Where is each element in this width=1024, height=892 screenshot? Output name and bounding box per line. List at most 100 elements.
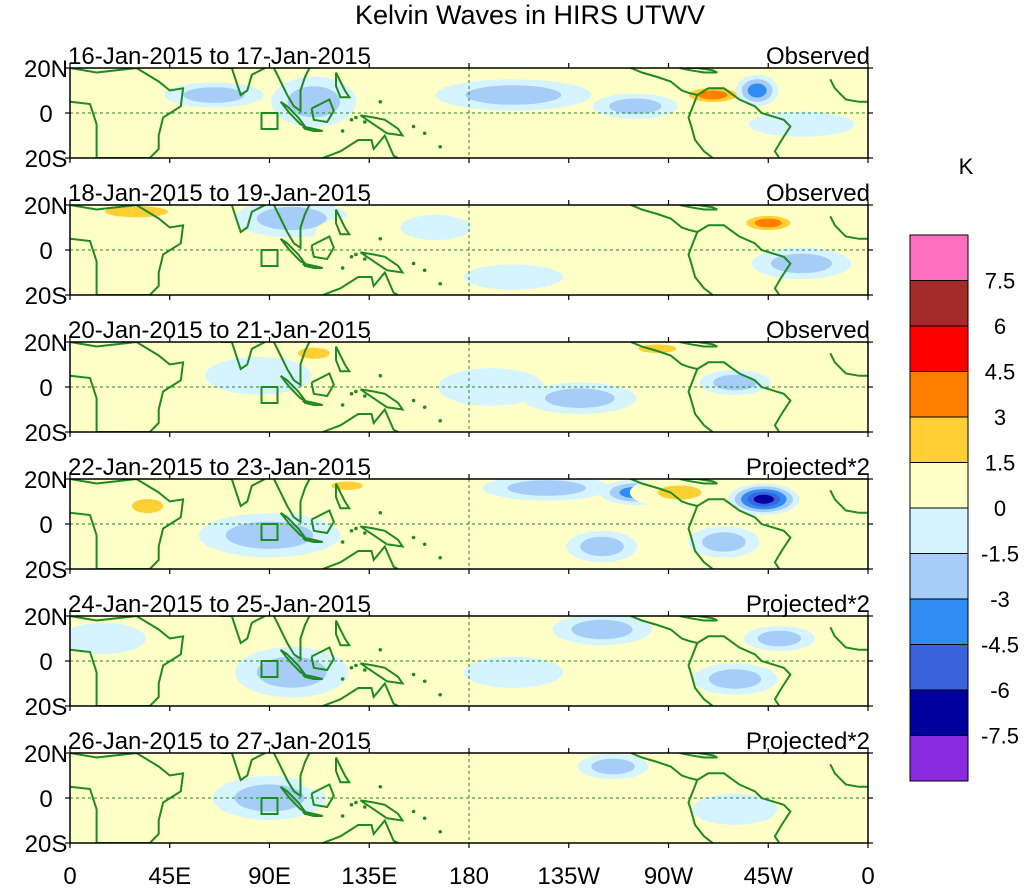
- island-marker-5: [378, 236, 383, 241]
- south-america-west-outline: [687, 505, 714, 569]
- lon-tick-label-7: 90W: [644, 863, 694, 887]
- caribbean-islands-outline: [679, 753, 718, 759]
- lat-label-0: 0: [39, 375, 52, 402]
- lat-label-20n: 20N: [24, 56, 68, 83]
- island-marker-5: [378, 510, 383, 515]
- new-guinea-outline: [359, 388, 405, 411]
- island-marker-4: [363, 120, 367, 124]
- java-outline: [302, 399, 323, 406]
- west-africa-coast-outline: [829, 763, 868, 788]
- island-marker-8: [438, 692, 442, 697]
- caribbean-islands-outline: [679, 479, 718, 485]
- panel-2: 20N 0 20S 18-Jan-2015 to 19-Jan-2015 Observe…: [24, 180, 873, 310]
- lon-tick-label-4: 135E: [341, 863, 397, 887]
- lon-tick-label-9: 0: [861, 863, 874, 887]
- lat-label-0: 0: [39, 786, 52, 813]
- new-guinea-outline: [359, 251, 405, 274]
- anomaly-contour-1-2: [183, 87, 245, 103]
- caribbean-islands-outline: [679, 616, 718, 622]
- island-marker-4: [363, 668, 367, 672]
- anomaly-contour-7-2: [664, 630, 717, 647]
- africa-coast-outline: [70, 68, 185, 158]
- panel-date-range: 22-Jan-2015 to 23-Jan-2015: [68, 454, 371, 481]
- colorbar-level-label: 1.5: [985, 451, 1016, 476]
- southeast-asia-coast-outline: [273, 205, 311, 250]
- island-marker-1: [340, 677, 345, 681]
- panel-5: 20N 0 20S 24-Jan-2015 to 25-Jan-2015 Project…: [24, 591, 873, 721]
- philippines-outline: [335, 72, 352, 99]
- anomaly-contour-5-2: [591, 758, 635, 775]
- lat-label-20s: 20S: [25, 831, 68, 858]
- colorbar-level-label: 4.5: [985, 360, 1016, 385]
- anomaly-contour-6-2: [571, 619, 633, 640]
- island-marker-1: [340, 129, 345, 133]
- island-marker-3: [354, 389, 358, 394]
- philippines-outline: [335, 346, 352, 373]
- island-marker-8: [438, 829, 442, 834]
- island-marker-3: [354, 526, 358, 531]
- anomaly-contour-8-3: [657, 485, 702, 500]
- anomaly-contour-7-1: [692, 793, 778, 825]
- central-america-coast-outline: [630, 68, 698, 96]
- new-guinea-outline: [359, 662, 405, 685]
- island-marker-7: [422, 131, 427, 136]
- anomaly-contour-6-2: [507, 480, 586, 496]
- lat-label-20n: 20N: [24, 193, 68, 220]
- island-marker-2: [349, 665, 354, 670]
- australia-coast-outline: [322, 270, 399, 295]
- island-marker-7: [422, 268, 427, 273]
- colorbar-level-label: 0: [994, 496, 1006, 521]
- india-coast-outline: [220, 616, 266, 645]
- island-marker-2: [349, 117, 354, 122]
- west-africa-coast-outline: [829, 78, 868, 103]
- lon-tick-label-8: 45W: [744, 863, 794, 887]
- island-marker-3: [354, 663, 358, 668]
- southeast-asia-coast-outline: [273, 616, 311, 661]
- anomaly-contour-7-2: [544, 388, 615, 408]
- anomaly-contour-2-2: [143, 547, 196, 564]
- island-marker-8: [438, 555, 442, 560]
- island-marker-8: [438, 281, 442, 286]
- anomaly-contour-9-2: [708, 669, 762, 689]
- panel-map: [70, 205, 868, 295]
- colorbar-swatch-5: [909, 416, 969, 463]
- australia-coast-outline: [322, 818, 399, 843]
- anomaly-contour-3-2: [225, 521, 314, 549]
- island-marker-2: [349, 254, 354, 259]
- lat-label-20n: 20N: [24, 467, 68, 494]
- borneo-outline: [310, 372, 335, 398]
- west-africa-coast-outline: [829, 489, 868, 514]
- island-marker-5: [378, 373, 383, 378]
- anomaly-contour-7-2: [595, 255, 631, 268]
- philippines-outline: [335, 620, 352, 647]
- island-marker-7: [422, 816, 427, 821]
- india-coast-outline: [220, 205, 266, 234]
- colorbar-units-label: K: [959, 154, 974, 179]
- panel-map: [70, 342, 868, 432]
- caribbean-islands-outline: [679, 342, 718, 348]
- colorbar-swatch-3: [909, 325, 969, 372]
- lat-label-20s: 20S: [25, 420, 68, 447]
- panel-type-label: Observed: [766, 180, 870, 207]
- colorbar-swatch-9: [909, 598, 969, 645]
- lat-label-20n: 20N: [24, 604, 68, 631]
- anomaly-contour-8-3: [747, 83, 767, 98]
- west-africa-coast-outline: [829, 352, 868, 377]
- island-marker-7: [422, 405, 427, 410]
- south-america-west-outline: [687, 642, 714, 706]
- chart-title: Kelvin Waves in HIRS UTWV: [355, 0, 705, 30]
- java-outline: [302, 810, 323, 817]
- philippines-outline: [335, 209, 352, 236]
- colorbar-swatch-6: [909, 462, 969, 509]
- india-coast-outline: [220, 479, 266, 508]
- island-marker-8: [438, 144, 442, 149]
- island-marker-2: [349, 528, 354, 533]
- island-marker-1: [340, 540, 345, 544]
- panel-3: 20N 0 20S 20-Jan-2015 to 21-Jan-2015 Observe…: [24, 317, 873, 447]
- anomaly-contour-6-2: [609, 98, 662, 115]
- india-coast-outline: [220, 753, 266, 782]
- anomaly-contour-4-3: [638, 344, 677, 353]
- colorbar-swatch-2: [909, 280, 969, 327]
- lat-label-0: 0: [39, 238, 52, 265]
